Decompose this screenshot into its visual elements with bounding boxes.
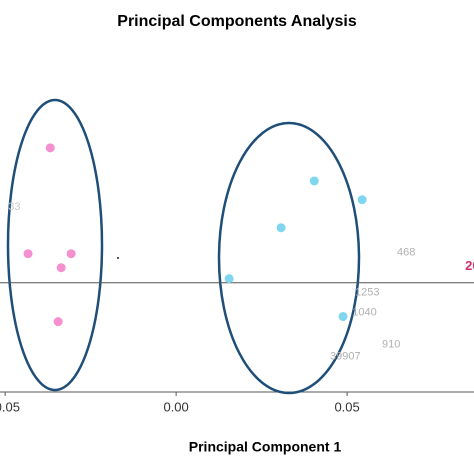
chart-title: Principal Components Analysis: [117, 13, 357, 30]
group-ellipse: [217, 121, 361, 395]
point: [309, 176, 319, 186]
point: [56, 263, 66, 273]
point: [45, 143, 55, 153]
point-label: 33: [8, 201, 20, 213]
point-label: 20: [465, 258, 474, 273]
point-label: 1253: [355, 287, 379, 299]
x-tick-label: -0.05: [0, 399, 20, 414]
point: [276, 223, 286, 233]
point: [66, 249, 76, 259]
point-label: 910: [382, 338, 400, 350]
point: [53, 317, 63, 327]
point: [224, 274, 234, 284]
x-tick-label: 0.05: [334, 399, 359, 414]
point: [338, 312, 348, 322]
point: [23, 249, 33, 259]
point: [357, 195, 367, 205]
x-axis-label: Principal Component 1: [189, 439, 342, 455]
speck: [117, 257, 119, 259]
group-ellipse: [6, 98, 104, 392]
point-label: 39907: [330, 350, 361, 362]
x-tick-label: 0.00: [163, 399, 188, 414]
point-label: 468: [397, 247, 415, 259]
point-label: 1040: [352, 307, 376, 319]
